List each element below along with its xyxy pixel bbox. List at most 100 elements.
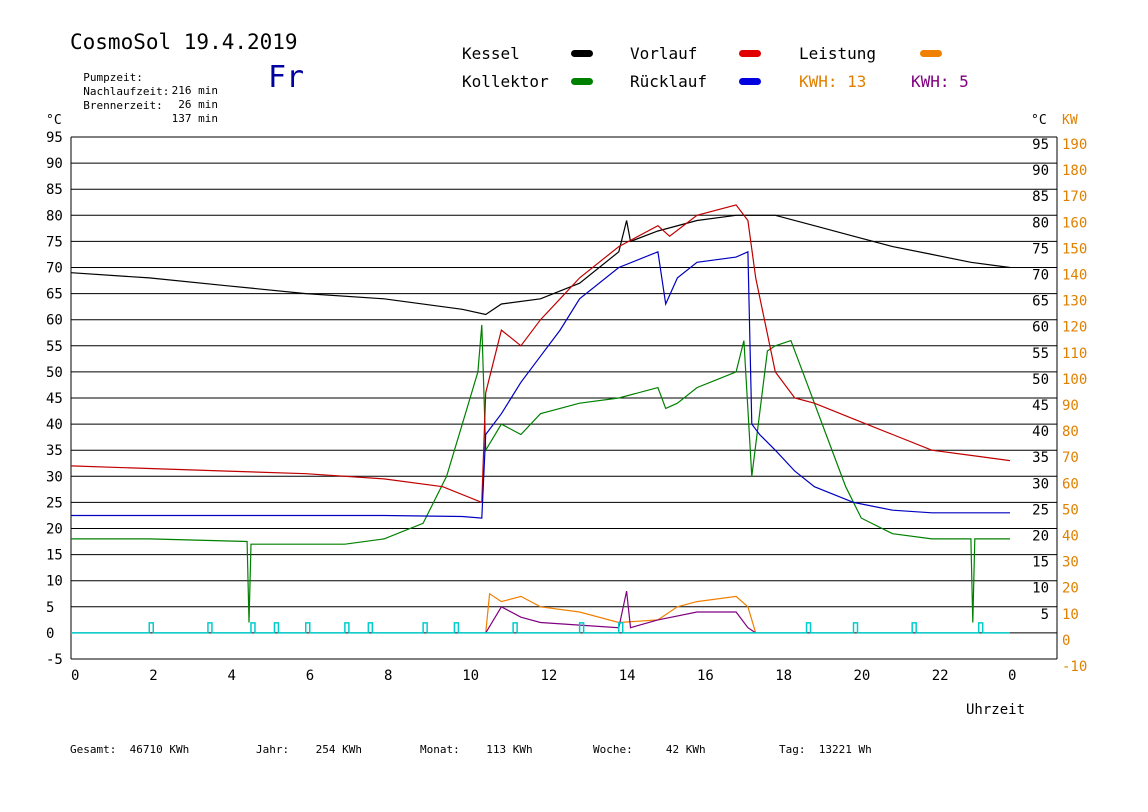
kw-tick-label: 170 xyxy=(1062,189,1087,205)
y-tick-label-right: 95 xyxy=(1032,137,1049,153)
info-label: Pumpzeit: xyxy=(83,71,143,84)
kw-tick-label: 50 xyxy=(1062,502,1079,518)
kw-tick-label: 160 xyxy=(1062,215,1087,231)
legend-swatch-ruecklauf xyxy=(739,78,761,85)
y-tick-label-left: 25 xyxy=(46,495,63,511)
y-tick-label-left: 5 xyxy=(46,600,54,616)
x-tick-label: 22 xyxy=(932,668,949,684)
y-tick-label-left: 80 xyxy=(46,208,63,224)
series-line-kwh-5 xyxy=(485,590,757,634)
y-tick-label-left: 60 xyxy=(46,313,63,329)
footer-tag: Tag: 13221 Wh xyxy=(779,743,872,756)
info-value: 137 min xyxy=(171,112,218,125)
y-tick-label-right: 25 xyxy=(1032,502,1049,518)
weekday-label: Fr xyxy=(268,60,305,95)
y-tick-label-left: 90 xyxy=(46,156,63,172)
y-tick-label-right: 30 xyxy=(1032,476,1049,492)
y-tick-label-left: 0 xyxy=(46,626,54,642)
kw-tick-label: 190 xyxy=(1062,137,1087,153)
legend-leistung: Leistung xyxy=(799,44,877,63)
kw-tick-label: 150 xyxy=(1062,241,1087,257)
series-line-r-cklauf xyxy=(71,250,1010,519)
y-tick-label-right: 20 xyxy=(1032,529,1049,545)
info-value: 26 min xyxy=(178,98,218,111)
y-tick-label-left: 70 xyxy=(46,261,63,277)
y-tick-label-right: 90 xyxy=(1032,163,1049,179)
info-nachlaufzeit: Nachlaufzeit: 26 min xyxy=(70,72,218,111)
y-tick-label-left: 15 xyxy=(46,548,63,564)
legend-swatch-kollektor xyxy=(571,78,593,85)
legend-kwh-leistung: KWH: 13 xyxy=(799,72,867,91)
series-line-kollektor xyxy=(71,324,1010,623)
x-tick-label: 0 xyxy=(1008,668,1016,684)
y-tick-label-left: 45 xyxy=(46,391,63,407)
y-tick-label-right: 40 xyxy=(1032,424,1049,440)
kw-tick-label: 110 xyxy=(1062,346,1087,362)
x-tick-label: 8 xyxy=(384,668,392,684)
series-line-leistung xyxy=(485,592,757,634)
x-tick-label: 0 xyxy=(71,668,79,684)
y-tick-label-left: 10 xyxy=(46,574,63,590)
y-tick-label-left: 55 xyxy=(46,339,63,355)
y-tick-label-right: 35 xyxy=(1032,450,1049,466)
x-tick-label: 18 xyxy=(775,668,792,684)
legend-ruecklauf: Rücklauf xyxy=(630,72,708,91)
x-tick-label: 4 xyxy=(228,668,236,684)
y-tick-label-left: 65 xyxy=(46,287,63,303)
x-tick-label: 2 xyxy=(149,668,157,684)
y-tick-label-left: 35 xyxy=(46,443,63,459)
y-tick-label-right: 45 xyxy=(1032,398,1049,414)
y-tick-label-left: 20 xyxy=(46,522,63,538)
series-line-kessel xyxy=(70,214,1011,316)
right-axis-unit: °C xyxy=(1031,113,1047,128)
x-tick-label: 14 xyxy=(619,668,636,684)
y-tick-label-left: 75 xyxy=(46,234,63,250)
legend-vorlauf: Vorlauf xyxy=(630,44,698,63)
kw-tick-label: 70 xyxy=(1062,450,1079,466)
kw-tick-label: 30 xyxy=(1062,555,1079,571)
y-tick-label-left: 95 xyxy=(46,130,63,146)
y-tick-label-left: -5 xyxy=(46,652,63,668)
footer-value: 254 KWh xyxy=(315,743,362,756)
kw-tick-label: 180 xyxy=(1062,163,1087,179)
footer-value: 13221 Wh xyxy=(818,743,872,756)
kw-tick-label: 90 xyxy=(1062,398,1079,414)
legend-swatch-kessel xyxy=(571,50,593,57)
footer-label: Jahr: xyxy=(256,743,290,756)
kw-axis-unit: KW xyxy=(1062,113,1078,128)
series-line-vorlauf xyxy=(70,204,1011,504)
footer-value: 46710 KWh xyxy=(129,743,190,756)
footer-jahr: Jahr: 254 KWh xyxy=(256,743,362,756)
footer-woche: Woche: 42 KWh xyxy=(593,743,706,756)
kw-tick-label: 60 xyxy=(1062,476,1079,492)
info-value: 216 min xyxy=(171,84,218,97)
kw-tick-label: 40 xyxy=(1062,529,1079,545)
kw-tick-label: 80 xyxy=(1062,424,1079,440)
kw-tick-label: 140 xyxy=(1062,268,1087,284)
series-line-pump xyxy=(71,622,1010,634)
legend-kessel: Kessel xyxy=(462,44,520,63)
info-label: Nachlaufzeit: xyxy=(83,85,170,98)
info-label: Brennerzeit: xyxy=(83,99,163,112)
x-tick-label: 10 xyxy=(462,668,479,684)
legend-kollektor: Kollektor xyxy=(462,72,549,91)
kw-tick-label: 20 xyxy=(1062,581,1079,597)
y-tick-label-left: 85 xyxy=(46,182,63,198)
left-axis-unit: °C xyxy=(46,113,62,128)
footer-value: 113 KWh xyxy=(486,743,533,756)
y-tick-label-right: 55 xyxy=(1032,346,1049,362)
info-brennerzeit: Brennerzeit: 137 min xyxy=(70,86,218,125)
y-tick-label-right: 60 xyxy=(1032,320,1049,336)
legend-swatch-leistung xyxy=(920,50,942,57)
y-tick-label-right: 75 xyxy=(1032,241,1049,257)
y-tick-label-right: 80 xyxy=(1032,215,1049,231)
legend-swatch-vorlauf xyxy=(739,50,761,57)
footer-gesamt: Gesamt: 46710 KWh xyxy=(70,743,189,756)
x-tick-label: 6 xyxy=(306,668,314,684)
info-pumpzeit: Pumpzeit: 216 min xyxy=(70,58,218,97)
footer-label: Gesamt: xyxy=(70,743,117,756)
kw-tick-label: 0 xyxy=(1062,633,1070,649)
y-tick-label-right: 10 xyxy=(1032,581,1049,597)
kw-tick-label: -10 xyxy=(1062,659,1087,675)
